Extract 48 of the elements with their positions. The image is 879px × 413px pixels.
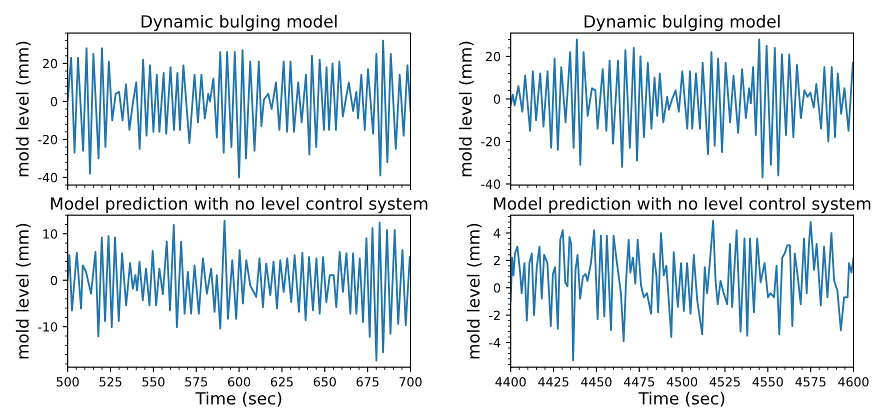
x-tick-label: 650 (314, 377, 336, 387)
line-series (68, 40, 410, 178)
x-axis-title: Time (sec) (195, 392, 282, 407)
y-tick-label: -2 (489, 310, 500, 320)
y-tick-label: -20 (481, 136, 500, 146)
y-axis-title: mold level (mm) (466, 224, 482, 358)
chart-title: Dynamic bulging model (142, 14, 337, 31)
x-tick-label: 550 (142, 377, 164, 387)
y-tick-label: 0 (494, 94, 500, 104)
x-tick-label: 525 (100, 377, 122, 387)
x-tick-label: 600 (228, 377, 250, 387)
x-tick-label: 4400 (495, 377, 526, 387)
x-tick-label: 4600 (838, 377, 869, 387)
y-tick-label: -10 (38, 322, 58, 332)
x-tick-label: 4500 (666, 377, 698, 387)
y-tick-label: 20 (42, 58, 58, 68)
x-tick-label: 4450 (581, 377, 612, 387)
x-tick-label: 4475 (624, 377, 654, 387)
x-tick-label: 4425 (538, 377, 568, 387)
x-tick-label: 4550 (752, 377, 783, 387)
y-tick-label: -40 (38, 172, 58, 182)
y-tick-label: 20 (486, 52, 500, 62)
y-tick-label: -20 (38, 134, 58, 144)
x-tick-label: 575 (185, 377, 208, 387)
x-tick-label: 625 (270, 377, 293, 387)
x-axis-title: Time (sec) (638, 392, 724, 407)
y-tick-label: -40 (481, 179, 500, 189)
chart-title: Dynamic bulging model (584, 14, 780, 31)
x-tick-label: 4575 (795, 377, 826, 387)
y-tick-label: -4 (489, 338, 500, 348)
line-series (68, 220, 410, 362)
y-axis-title: mold level (mm) (16, 224, 31, 358)
x-tick-label: 700 (400, 377, 422, 387)
chart-title: Model prediction with no level control system (494, 196, 870, 214)
x-tick-label: 4525 (710, 377, 740, 387)
y-tick-label: 4 (494, 228, 500, 238)
y-tick-label: 10 (43, 229, 58, 239)
y-tick-label: 0 (494, 283, 500, 293)
chart-title: Model prediction with no level control system (51, 196, 428, 214)
line-series (510, 220, 854, 362)
y-tick-label: 0 (50, 96, 58, 106)
y-axis-title: mold level (mm) (458, 42, 474, 176)
x-tick-label: 500 (56, 377, 79, 387)
y-tick-label: 2 (494, 256, 500, 266)
line-series (510, 38, 854, 178)
y-axis-title: mold level (mm) (16, 42, 31, 176)
y-tick-label: 0 (50, 276, 58, 286)
x-tick-label: 675 (356, 377, 378, 387)
